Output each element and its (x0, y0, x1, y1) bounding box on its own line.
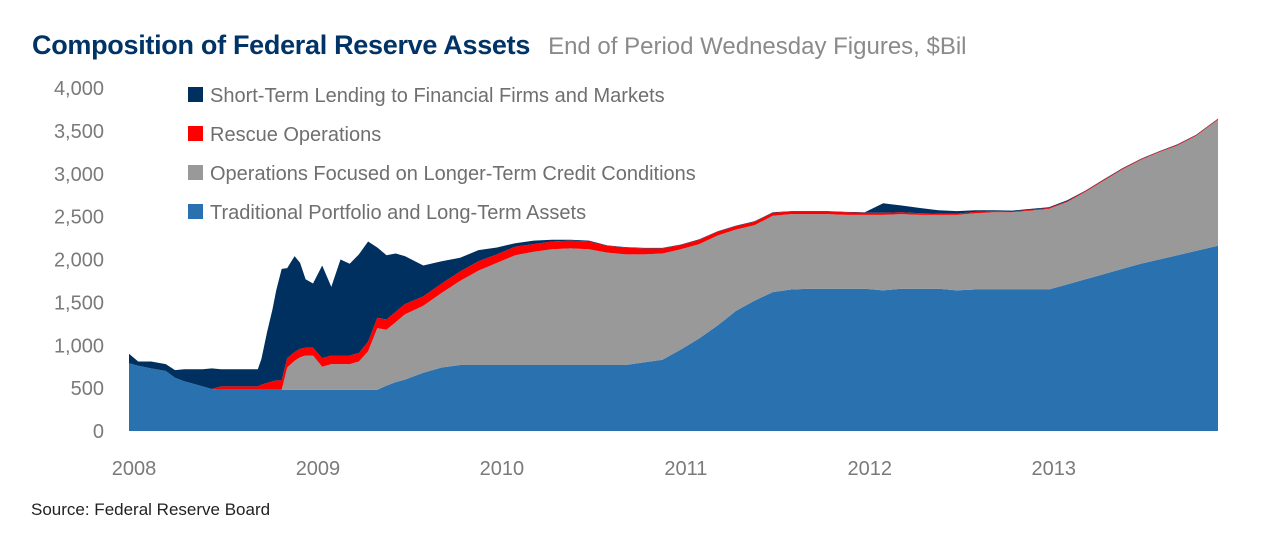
legend: Short-Term Lending to Financial Firms an… (188, 85, 696, 224)
legend-swatch (188, 204, 203, 219)
legend-swatch (188, 126, 203, 141)
legend-swatch (188, 165, 203, 180)
y-tick-label: 0 (93, 421, 104, 443)
y-tick-label: 1,500 (54, 292, 104, 314)
y-tick-label: 2,500 (54, 207, 104, 229)
x-tick-label: 2009 (296, 458, 341, 480)
x-tick-label: 2008 (112, 458, 157, 480)
chart-title: Composition of Federal Reserve Assets (32, 30, 531, 60)
y-tick-label: 2,000 (54, 250, 104, 272)
area-layers (129, 118, 1218, 431)
x-tick-label: 2012 (848, 458, 893, 480)
y-tick-label: 1,000 (54, 335, 104, 357)
y-tick-label: 3,500 (54, 121, 104, 143)
y-tick-label: 4,000 (54, 78, 104, 100)
x-tick-label: 2010 (480, 458, 525, 480)
area-series-2 (129, 119, 1218, 390)
chart-subtitle: End of Period Wednesday Figures, $Bil (548, 33, 967, 60)
legend-label: Rescue Operations (210, 124, 381, 146)
legend-label: Short-Term Lending to Financial Firms an… (210, 85, 665, 107)
chart-title-row: Composition of Federal Reserve Assets End… (32, 30, 967, 61)
legend-swatch (188, 87, 203, 102)
legend-label: Traditional Portfolio and Long-Term Asse… (210, 202, 586, 224)
area-series-1 (129, 245, 1218, 431)
legend-label: Operations Focused on Longer-Term Credit… (210, 163, 696, 185)
x-axis: 2008 2009 2010 2011 2012 2013 (112, 458, 1076, 480)
source-note: Source: Federal Reserve Board (31, 500, 271, 519)
x-tick-label: 2011 (664, 458, 707, 480)
y-tick-label: 3,000 (54, 164, 104, 186)
y-axis: 0 500 1,000 1,500 2,000 2,500 3,000 3,500 4,000 (54, 78, 104, 443)
x-tick-label: 2013 (1032, 458, 1077, 480)
y-tick-label: 500 (71, 378, 104, 400)
